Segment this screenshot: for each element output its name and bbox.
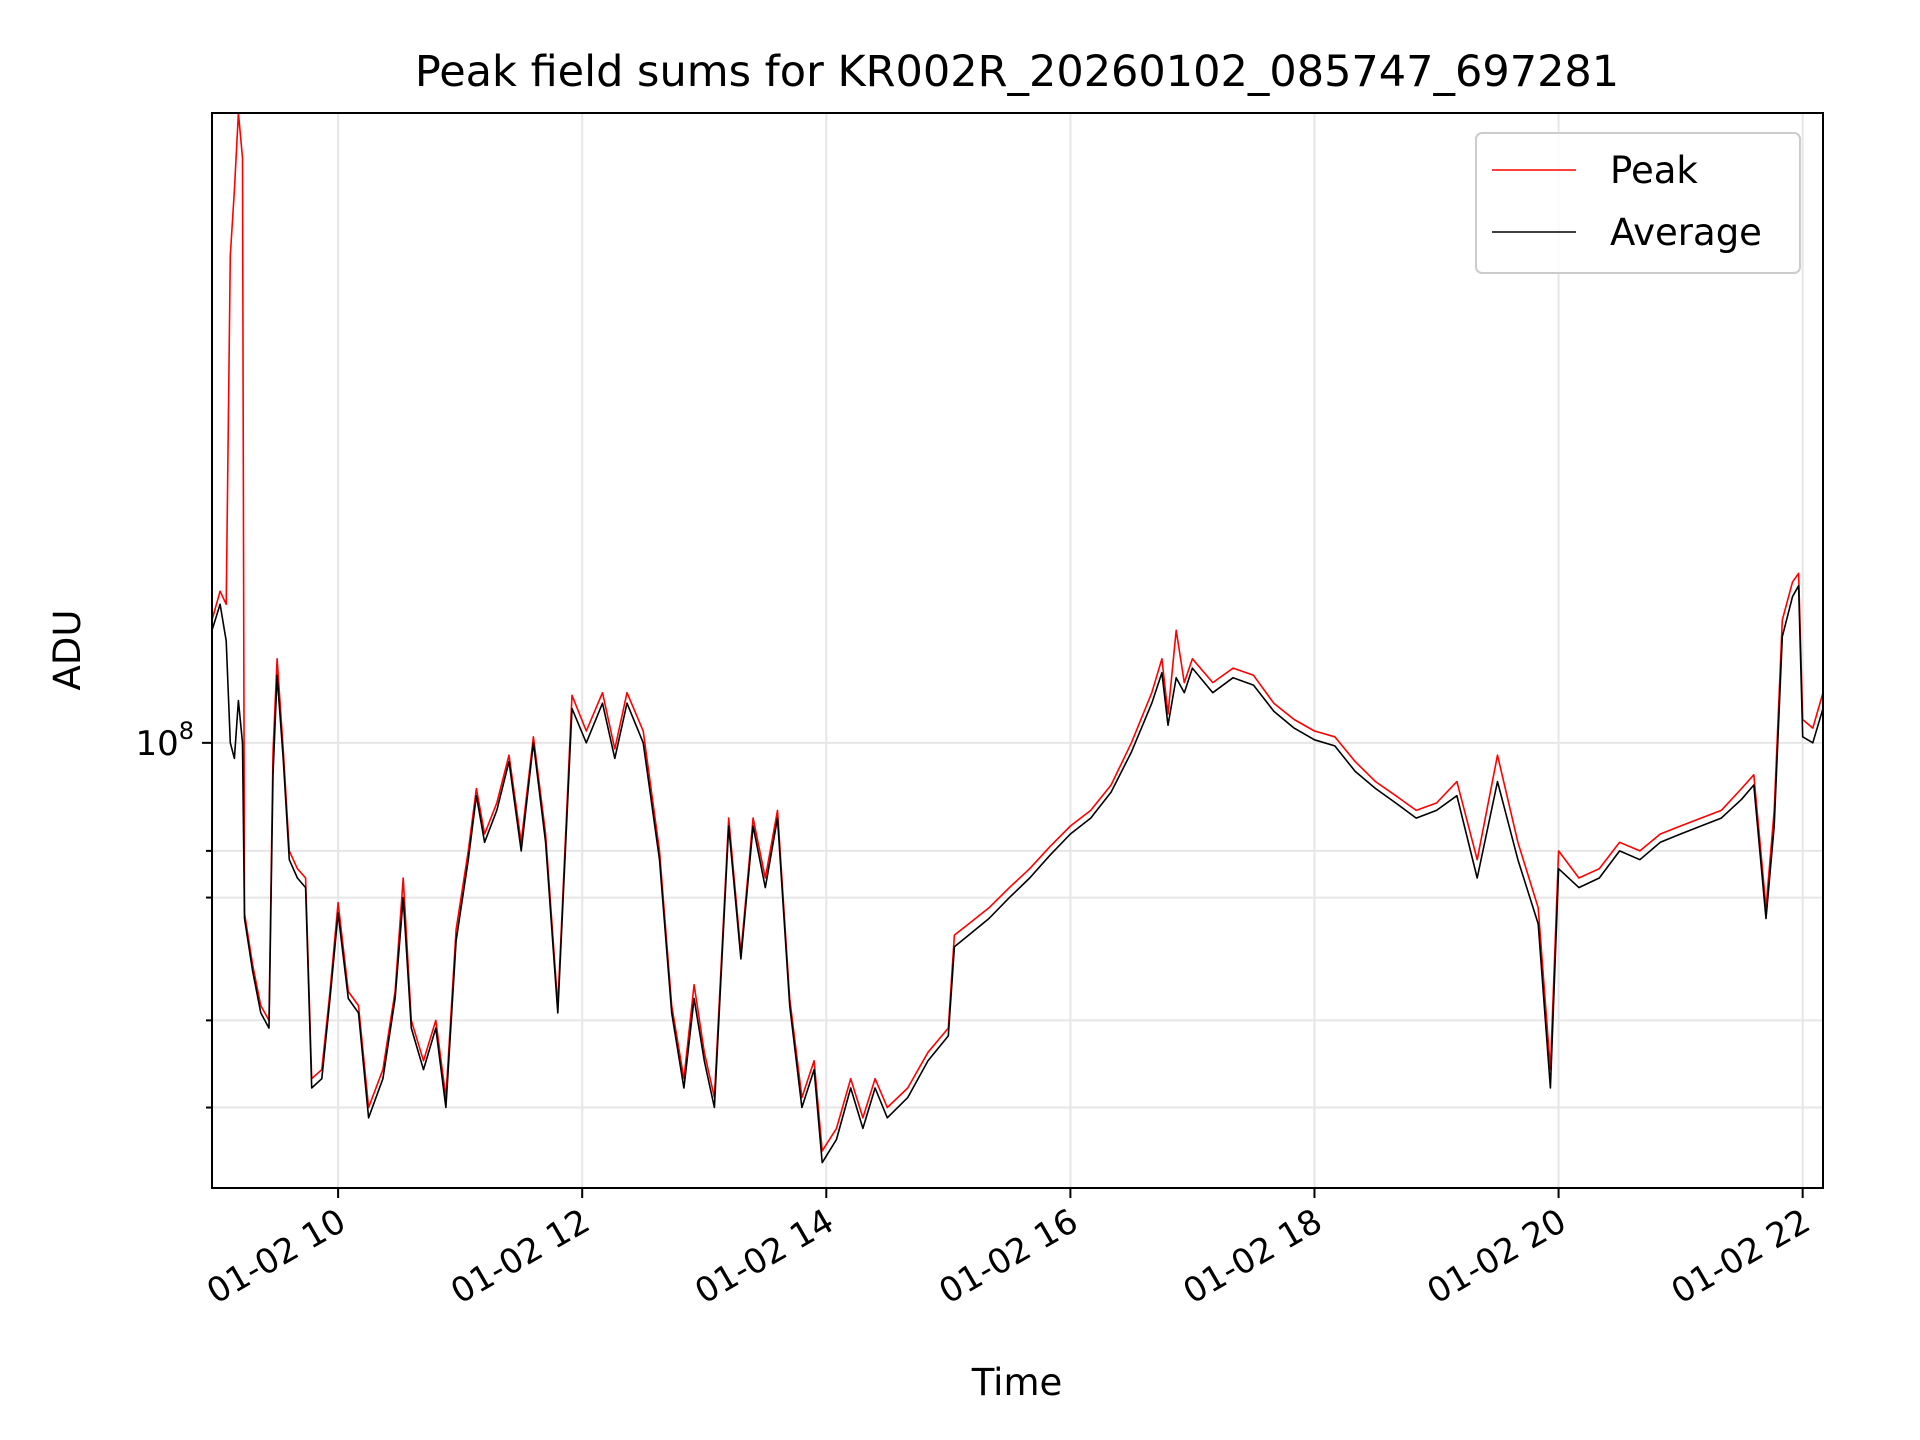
x-tick-label: 01-02 10 xyxy=(200,1201,352,1312)
x-tick-label: 01-02 18 xyxy=(1177,1201,1329,1312)
x-axis: 01-02 10 01-02 12 01-02 14 01-02 16 01-02 18… xyxy=(200,1188,1817,1312)
plot-frame xyxy=(211,112,1824,1189)
legend-box xyxy=(1475,132,1801,274)
y-tick-label-exponent: 8 xyxy=(179,717,194,745)
y-axis-label: ADU xyxy=(46,610,89,691)
series-line-peak xyxy=(212,113,1823,1152)
y-tick-label: 108 xyxy=(135,717,194,764)
y-tick-label-base: 10 xyxy=(135,724,178,764)
series-line-average xyxy=(212,584,1823,1164)
x-tick-label: 01-02 20 xyxy=(1421,1201,1573,1312)
legend: Peak Average xyxy=(1475,132,1801,274)
x-tick-label: 01-02 16 xyxy=(932,1201,1084,1312)
x-tick-label: 01-02 22 xyxy=(1665,1201,1817,1312)
x-tick-label: 01-02 14 xyxy=(688,1201,840,1312)
legend-label-peak: Peak xyxy=(1610,149,1698,192)
grid xyxy=(212,113,1823,1188)
legend-label-average: Average xyxy=(1610,211,1762,254)
chart-title: Peak field sums for KR002R_20260102_0857… xyxy=(415,47,1619,97)
y-axis: 108 xyxy=(135,717,212,1109)
x-tick-label: 01-02 12 xyxy=(444,1201,596,1312)
x-axis-label: Time xyxy=(971,1361,1063,1404)
series-layer xyxy=(212,113,1823,1164)
